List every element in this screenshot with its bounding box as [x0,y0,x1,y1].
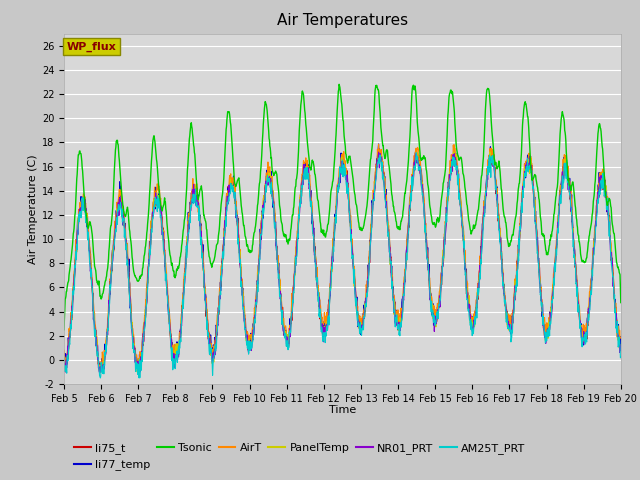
Y-axis label: Air Temperature (C): Air Temperature (C) [28,154,38,264]
Text: WP_flux: WP_flux [67,41,116,52]
Title: Air Temperatures: Air Temperatures [277,13,408,28]
X-axis label: Time: Time [329,405,356,415]
Legend: li75_t, li77_temp, Tsonic, AirT, PanelTemp, NR01_PRT, AM25T_PRT: li75_t, li77_temp, Tsonic, AirT, PanelTe… [70,439,530,475]
